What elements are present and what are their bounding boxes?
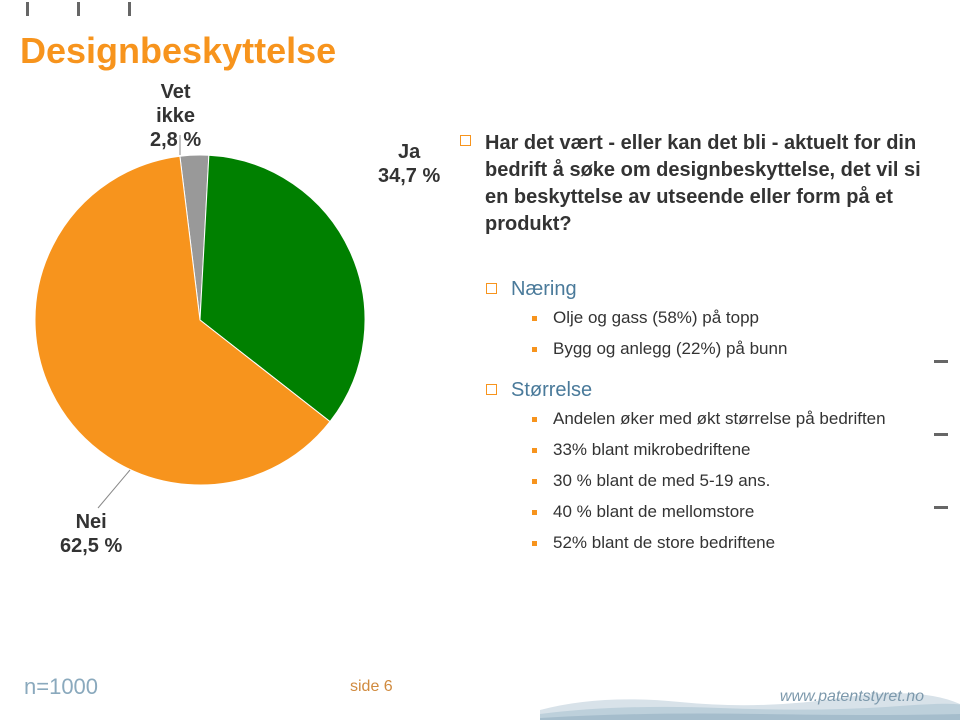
- bullet-dot-icon: [532, 417, 537, 422]
- question-text: Har det vært - eller kan det bli - aktue…: [485, 130, 930, 238]
- pie-chart: [30, 150, 370, 490]
- pie-label-line: 2,8 %: [150, 129, 201, 151]
- bullet-square-icon: [486, 283, 497, 294]
- bullet-dot-icon: [532, 510, 537, 515]
- pie-label-line: Ja: [398, 141, 420, 163]
- bullet-dot-icon: [532, 316, 537, 321]
- bullet-dot-icon: [532, 541, 537, 546]
- pie-label-line: ikke: [156, 105, 195, 127]
- page-number: side 6: [350, 678, 393, 696]
- bullet-square-icon: [486, 384, 497, 395]
- sections: Næring Olje og gass (58%) på topp Bygg og …: [486, 278, 930, 555]
- pie-chart-area: Vet ikke 2,8 % Ja 34,7 % Nei 62,5 %: [20, 80, 460, 580]
- top-edge-ticks: [26, 2, 179, 16]
- section-item-text: Andelen øker med økt størrelse på bedrif…: [553, 408, 886, 431]
- pie-label-line: Vet: [161, 81, 191, 103]
- page-title: Designbeskyttelse: [20, 30, 336, 72]
- section-item: 52% blant de store bedriftene: [532, 532, 930, 555]
- sample-size: n=1000: [24, 674, 98, 700]
- pie-label-line: 62,5 %: [60, 535, 122, 557]
- section-item-text: 52% blant de store bedriftene: [553, 532, 775, 555]
- bullet-dot-icon: [532, 479, 537, 484]
- pie-label-ja: Ja 34,7 %: [378, 140, 440, 188]
- section-heading: Størrelse: [486, 379, 930, 402]
- section-item: 40 % blant de mellomstore: [532, 501, 930, 524]
- section-item-text: 40 % blant de mellomstore: [553, 501, 754, 524]
- section-heading-text: Næring: [511, 278, 577, 301]
- bullet-dot-icon: [532, 448, 537, 453]
- pie-label-nei: Nei 62,5 %: [60, 510, 122, 558]
- section-item: Bygg og anlegg (22%) på bunn: [532, 338, 930, 361]
- pie-label-line: Nei: [76, 511, 107, 533]
- bullet-dot-icon: [532, 347, 537, 352]
- pie-label-vetikke: Vet ikke 2,8 %: [150, 80, 201, 152]
- right-edge-ticks: [934, 360, 948, 579]
- section-item: Olje og gass (58%) på topp: [532, 307, 930, 330]
- section-item: Andelen øker med økt størrelse på bedrif…: [532, 408, 930, 431]
- section-item-text: 33% blant mikrobedriftene: [553, 439, 751, 462]
- footer-url: www.patentstyret.no: [780, 688, 924, 706]
- section-heading: Næring: [486, 278, 930, 301]
- section-item-text: Bygg og anlegg (22%) på bunn: [553, 338, 787, 361]
- footer: n=1000 side 6 www.patentstyret.no: [0, 660, 960, 720]
- section-item: 33% blant mikrobedriftene: [532, 439, 930, 462]
- content-right: Har det vært - eller kan det bli - aktue…: [460, 130, 930, 563]
- section-item: 30 % blant de med 5-19 ans.: [532, 470, 930, 493]
- section-item-text: Olje og gass (58%) på topp: [553, 307, 759, 330]
- bullet-square-icon: [460, 135, 471, 146]
- question-block: Har det vært - eller kan det bli - aktue…: [460, 130, 930, 238]
- section-heading-text: Størrelse: [511, 379, 592, 402]
- pie-label-line: 34,7 %: [378, 165, 440, 187]
- section-item-text: 30 % blant de med 5-19 ans.: [553, 470, 770, 493]
